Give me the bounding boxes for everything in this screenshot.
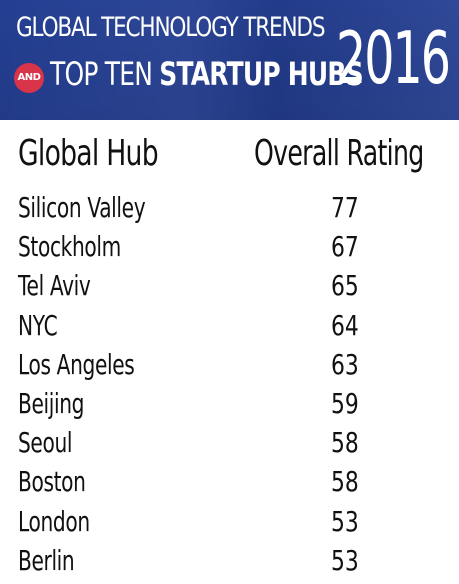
rating-value-cell: 77 — [331, 191, 359, 224]
hub-name-cell: Tel Aviv — [18, 269, 91, 303]
hub-name-cell: Los Angeles — [18, 347, 135, 381]
table-row: Beijing 59 — [0, 388, 459, 427]
rating-value-cell: 65 — [331, 269, 359, 303]
column-header-rating: Overall Rating — [254, 133, 424, 174]
banner-year: 2016 — [336, 16, 451, 100]
rating-value-cell: 58 — [331, 426, 359, 460]
rating-value-cell: 53 — [331, 543, 359, 577]
table-body: Silicon Valley 77 Stockholm 67 Tel Aviv 65 NYC… — [0, 192, 459, 584]
rating-value-cell: 67 — [331, 230, 359, 264]
table-row: Tel Aviv 65 — [0, 270, 459, 309]
hub-name-cell: NYC — [18, 308, 58, 342]
banner-background — [0, 0, 459, 120]
hub-name-cell: Silicon Valley — [18, 191, 146, 224]
hub-name-cell: Berlin — [18, 543, 75, 577]
hub-name-cell: Boston — [18, 465, 86, 499]
table-row: London 53 — [0, 506, 459, 545]
rating-value-cell: 63 — [331, 347, 359, 381]
table-row: Silicon Valley 77 — [0, 192, 459, 231]
banner-title-line1: GLOBAL TECHNOLOGY TRENDS — [16, 12, 326, 43]
banner-title-line2: TOP TEN STARTUP HUBS — [50, 55, 364, 93]
hub-name-cell: London — [18, 504, 90, 538]
title-banner: GLOBAL TECHNOLOGY TRENDS AND TOP TEN STA… — [0, 0, 459, 120]
hub-name-cell: Seoul — [18, 426, 73, 460]
banner-title-line2-regular: TOP TEN — [50, 55, 160, 93]
rating-value-cell: 53 — [331, 504, 359, 538]
hub-name-cell: Stockholm — [18, 230, 121, 264]
and-badge: AND — [14, 63, 44, 93]
column-header-hub: Global Hub — [18, 133, 159, 174]
rating-value-cell: 59 — [331, 386, 359, 420]
rating-value-cell: 64 — [331, 308, 359, 342]
table-row: Stockholm 67 — [0, 231, 459, 270]
table-row: Berlin 53 — [0, 545, 459, 584]
table-row: Los Angeles 63 — [0, 349, 459, 388]
ratings-table: Global Hub Overall Rating Silicon Valley… — [0, 120, 459, 575]
table-row: Seoul 58 — [0, 427, 459, 466]
rating-value-cell: 58 — [331, 465, 359, 499]
banner-title-line2-bold: STARTUP HUBS — [159, 55, 363, 93]
table-header-row: Global Hub Overall Rating — [0, 120, 459, 184]
table-row: Boston 58 — [0, 466, 459, 505]
table-row: NYC 64 — [0, 310, 459, 349]
hub-name-cell: Beijing — [18, 386, 85, 420]
